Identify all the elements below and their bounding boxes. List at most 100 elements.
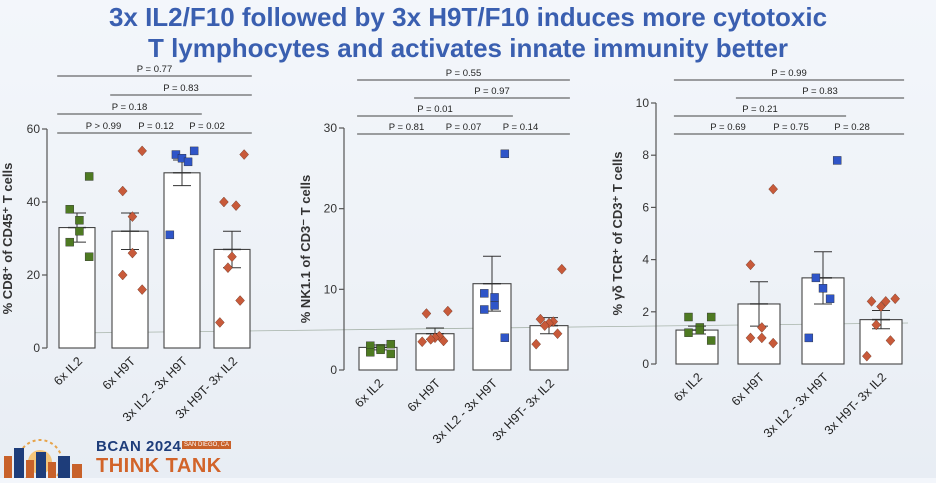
data-point-square xyxy=(84,252,94,261)
skyline-logo-icon xyxy=(4,439,82,483)
data-point-square xyxy=(490,293,499,302)
p-value-label: P = 0.83 xyxy=(802,86,837,97)
p-value-label: P = 0.99 xyxy=(771,68,806,79)
category-label: 3x IL2 - 3x H9T xyxy=(761,370,832,441)
data-point-square xyxy=(695,325,705,335)
y-axis-label: % γδ TCR⁺ of CD3⁺ T cells xyxy=(610,152,625,316)
y-tick-label: 6 xyxy=(642,200,649,214)
data-point-diamond xyxy=(137,145,147,157)
data-point-diamond xyxy=(871,319,882,331)
data-point-diamond xyxy=(227,251,237,263)
y-tick-label: 60 xyxy=(27,122,41,136)
data-point-diamond xyxy=(535,313,546,325)
data-point-diamond xyxy=(235,295,245,306)
y-tick-label: 0 xyxy=(642,357,649,371)
category-label: 6x IL2 xyxy=(352,376,386,410)
p-value-label: P = 0.14 xyxy=(503,122,538,133)
p-value-label: P = 0.18 xyxy=(112,102,147,113)
category-label: 6x H9T xyxy=(100,354,139,393)
data-point-diamond xyxy=(531,338,541,350)
p-value-label: P = 0.07 xyxy=(446,122,481,133)
data-point-square xyxy=(84,172,94,181)
category-label: 6x H9T xyxy=(405,376,444,415)
category-label: 3x H9T- 3x IL2 xyxy=(822,370,889,437)
data-point-diamond xyxy=(862,350,872,362)
data-point-square xyxy=(818,284,828,293)
data-point-square xyxy=(480,305,489,314)
data-point-square xyxy=(684,312,693,322)
p-value-label: P = 0.02 xyxy=(189,121,224,132)
bar xyxy=(163,172,201,349)
y-tick-label: 0 xyxy=(330,363,337,377)
data-point-square xyxy=(490,301,499,310)
data-point-diamond xyxy=(438,335,449,347)
p-value-label: P = 0.75 xyxy=(773,122,808,133)
event-name: BCAN 2024 xyxy=(96,438,182,455)
p-value-label: P = 0.28 xyxy=(834,122,869,133)
y-tick-label: 20 xyxy=(324,202,338,216)
bar xyxy=(675,329,719,365)
data-point-diamond xyxy=(127,211,138,222)
data-point-diamond xyxy=(239,149,249,160)
data-point-diamond xyxy=(425,334,436,345)
data-point-diamond xyxy=(880,296,891,307)
chart-panel-1: 0 20 40 60 % CD8⁺ of CD45⁺ T cells 6x IL2 6x H… xyxy=(0,64,252,425)
data-point-diamond xyxy=(768,183,778,195)
data-point-square xyxy=(480,289,489,298)
p-value-label: P = 0.01 xyxy=(417,104,452,115)
data-point-diamond xyxy=(866,296,877,307)
data-point-square xyxy=(165,230,175,240)
data-point-diamond xyxy=(231,200,241,211)
data-point-square xyxy=(500,149,510,159)
p-value-label: P = 0.55 xyxy=(446,68,481,79)
data-point-diamond xyxy=(557,263,567,275)
data-point-square xyxy=(183,157,193,167)
p-value-label: P = 0.81 xyxy=(389,122,424,133)
data-point-diamond xyxy=(421,308,432,319)
data-point-diamond xyxy=(757,322,767,333)
p-value-label: P = 0.69 xyxy=(710,122,745,133)
data-point-diamond xyxy=(745,332,756,344)
data-point-square xyxy=(65,205,74,214)
data-point-square xyxy=(376,345,385,355)
bar xyxy=(58,227,96,349)
data-point-diamond xyxy=(885,335,896,346)
data-point-diamond xyxy=(127,247,138,259)
data-point-diamond xyxy=(137,284,147,295)
p-value-label: P = 0.21 xyxy=(742,104,777,115)
y-tick-label: 10 xyxy=(324,282,338,296)
y-axis-label: % CD8⁺ of CD45⁺ T cells xyxy=(0,163,15,315)
data-point-diamond xyxy=(876,301,886,312)
data-point-square xyxy=(500,333,510,342)
data-point-square xyxy=(189,146,199,156)
data-point-diamond xyxy=(539,320,550,331)
y-tick-label: 30 xyxy=(324,121,338,135)
y-tick-label: 40 xyxy=(27,195,41,209)
data-point-diamond xyxy=(215,317,225,328)
data-point-square xyxy=(366,348,375,357)
category-label: 6x H9T xyxy=(729,370,768,409)
data-point-square xyxy=(825,294,835,303)
slide-title: 3x IL2/F10 followed by 3x H9T/F10 induce… xyxy=(0,2,936,64)
data-point-square xyxy=(386,339,396,349)
data-point-diamond xyxy=(552,328,563,339)
category-label: 6x IL2 xyxy=(671,370,705,404)
p-value-label: P = 0.83 xyxy=(163,83,198,94)
data-point-square xyxy=(75,216,84,225)
y-tick-label: 4 xyxy=(642,253,649,267)
data-point-diamond xyxy=(117,269,128,281)
data-point-diamond xyxy=(223,262,233,273)
data-point-diamond xyxy=(443,305,453,317)
data-point-diamond xyxy=(745,259,756,271)
data-point-square xyxy=(65,237,74,247)
conference-logo xyxy=(0,412,240,483)
data-point-diamond xyxy=(219,196,229,208)
event-location: SAN DIEGO, CA xyxy=(182,441,232,449)
chart-panel-3: 0 2 4 6 8 10 % γδ TCR⁺ of CD3⁺ T cells 6x IL2 6x… xyxy=(610,68,905,441)
data-point-square xyxy=(706,336,716,345)
data-point-square xyxy=(706,312,716,322)
y-tick-label: 0 xyxy=(33,341,40,355)
data-point-square xyxy=(386,349,396,359)
p-value-label: P = 0.97 xyxy=(474,86,509,97)
